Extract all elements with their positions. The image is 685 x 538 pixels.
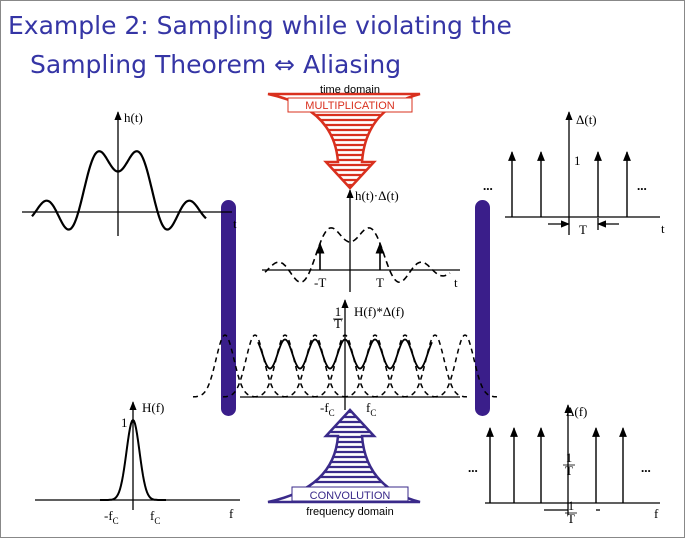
axis-label: H(f)*Δ(f) [354,304,404,319]
sum-curve [257,338,433,370]
plot-delta-t [505,111,660,235]
axis-label: h(t)·Δ(t) [355,188,399,203]
tick-label: fC [366,400,376,418]
axis-label: Δ(f) [566,404,587,419]
fraction-num: 1 [568,498,575,513]
plot-convolution [192,299,498,410]
height-label: 1 [574,153,581,168]
fraction-den: T [565,463,573,478]
plot-product [262,189,460,292]
replica [222,334,288,398]
title-line: Sampling Theorem ⇔ Aliasing [30,50,401,79]
ellipsis: ... [637,178,647,193]
replica [402,334,468,398]
replica [252,334,318,398]
fraction-den: T [334,316,342,331]
replica [312,334,378,398]
period-label: T [579,222,587,237]
tick-label: -fC [320,400,335,418]
arrow-caption: time domain [320,84,380,96]
replica [432,334,498,398]
axis-label: t [661,221,665,236]
plot-delta-f [485,404,660,515]
plot-H-f [35,401,240,510]
separator-bar [221,200,236,416]
fraction-den: T [567,511,575,526]
axis-label: Δ(t) [576,112,597,127]
axis-label: f [654,506,659,521]
height-label: 1 [121,415,128,430]
arrow-caption: frequency domain [306,506,393,518]
tick-label: T [376,275,384,290]
axis-label: t [233,216,237,231]
replica [192,334,258,398]
replica [342,334,408,398]
plot-h-t [22,111,232,236]
arrow-label: CONVOLUTION [310,490,391,502]
tick-label: -T [314,275,326,290]
ellipsis: ... [483,178,493,193]
fraction-num: 1 [335,304,342,319]
axis-label: h(t) [124,110,143,125]
title-line: Example 2: Sampling while violating the [8,11,512,40]
axis-label: t [454,275,458,290]
tick-label: fC [150,508,160,526]
ellipsis: ... [468,460,478,475]
axis-label: f [229,506,234,521]
axis-label: H(f) [142,400,164,415]
replica [372,334,438,398]
arrow-label: MULTIPLICATION [305,100,394,112]
ellipsis: ... [641,460,651,475]
tick-label: -fC [104,508,119,526]
fraction-num: 1 [566,450,573,465]
separator-bar [475,200,490,416]
replica [282,334,348,398]
